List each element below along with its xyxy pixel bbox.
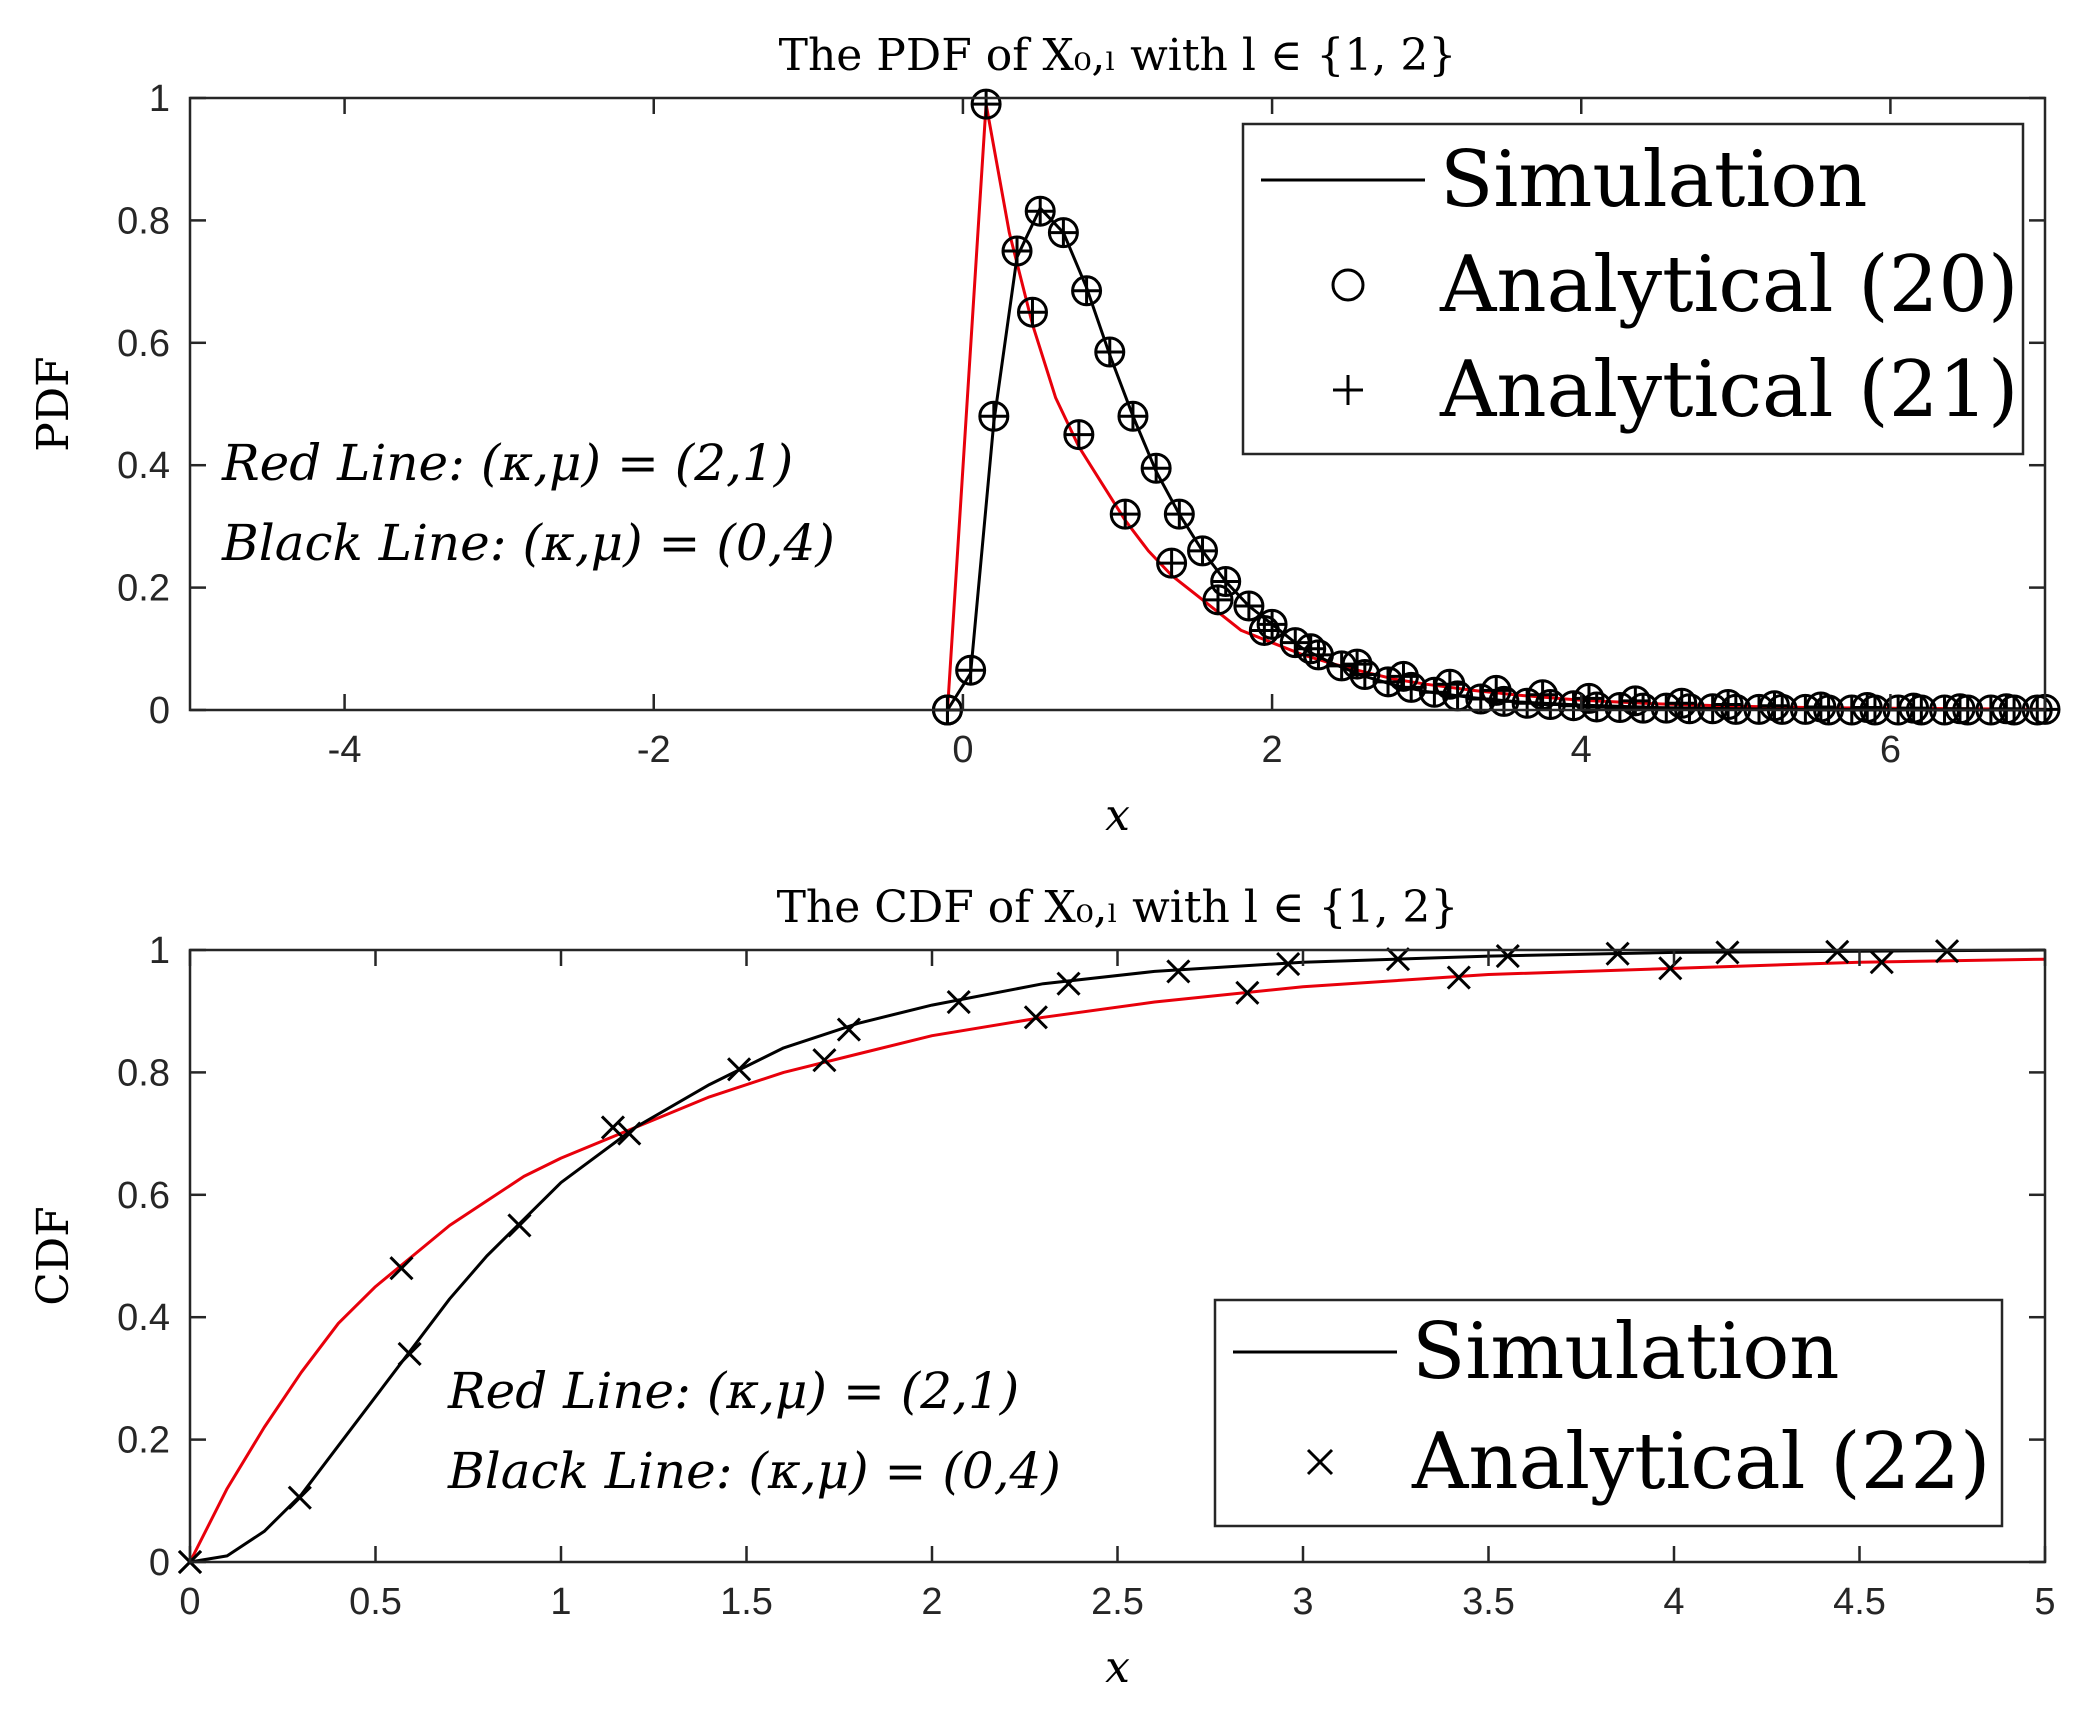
marker-x-b bbox=[397, 1341, 422, 1366]
y-tick-label: 0.6 bbox=[117, 323, 170, 365]
legend-label: Analytical (21) bbox=[1439, 345, 2018, 435]
x-tick-label: 0.5 bbox=[349, 1581, 402, 1623]
y-tick-label: 0 bbox=[149, 690, 170, 732]
x-tick-label: 5 bbox=[2034, 1581, 2055, 1623]
y-tick-label: 1 bbox=[149, 930, 170, 972]
annotation-text: Black Line: (κ,μ) = (0,4) bbox=[447, 1442, 1061, 1500]
marker-x-b bbox=[1235, 980, 1260, 1005]
x-tick-label: 2 bbox=[921, 1581, 942, 1623]
annotation-text: Black Line: (κ,μ) = (0,4) bbox=[221, 514, 835, 572]
y-tick-label: 0.8 bbox=[117, 200, 170, 242]
marker-x-b bbox=[1023, 1005, 1048, 1030]
marker-x-b bbox=[1869, 950, 1894, 975]
plot-area bbox=[931, 88, 2061, 726]
series-line-0 bbox=[946, 102, 2046, 711]
marker-x-b bbox=[287, 1485, 312, 1510]
y-tick-label: 0.2 bbox=[117, 1420, 170, 1462]
y-tick-label: 0.4 bbox=[117, 1297, 170, 1339]
legend-label: Analytical (20) bbox=[1439, 240, 2018, 330]
legend-box bbox=[1213, 1298, 2004, 1528]
legend-label: Analytical (22) bbox=[1411, 1417, 1990, 1507]
marker-x-b bbox=[946, 989, 971, 1015]
axes-box bbox=[188, 96, 2047, 712]
y-tick-label: 0.8 bbox=[117, 1052, 170, 1094]
legend-label: Simulation bbox=[1440, 135, 1868, 225]
marker-x-b bbox=[507, 1213, 532, 1238]
annotation-text: Red Line: (κ,μ) = (2,1) bbox=[221, 434, 793, 492]
legend: Simulation Analytical (20) Analytical (21) bbox=[1241, 122, 2025, 456]
legend-circle-swatch bbox=[1331, 268, 1365, 302]
chart-title: The CDF of X₀,ₗ with l ∈ {1, 2} bbox=[777, 882, 1459, 933]
legend-x-b bbox=[1306, 1448, 1334, 1476]
marker-x-b bbox=[1605, 941, 1630, 966]
legend-label: Simulation bbox=[1412, 1307, 1840, 1397]
marker-x-b bbox=[836, 1017, 861, 1042]
marker-x-b bbox=[1715, 940, 1740, 965]
chart-panel-cdf: The CDF of X₀,ₗ with l ∈ {1, 2} 0 0.5 1 1.5 2… bbox=[28, 882, 2056, 1693]
marker-x-b bbox=[1056, 971, 1081, 996]
marker-x-b bbox=[1166, 959, 1191, 984]
chart-panel-pdf: The PDF of X₀,ₗ with l ∈ {1, 2} -4 -2 0 2 4 6 0… bbox=[28, 30, 2061, 841]
marker-x-b bbox=[617, 1121, 642, 1146]
marker-x-b bbox=[727, 1057, 752, 1082]
marker-x-b bbox=[1825, 939, 1850, 964]
x-tick-label: 0 bbox=[952, 729, 973, 771]
marker-x-b bbox=[389, 1256, 414, 1281]
chart-title: The PDF of X₀,ₗ with l ∈ {1, 2} bbox=[779, 30, 1457, 81]
y-axis-label: CDF bbox=[28, 1206, 79, 1305]
marker-x-b bbox=[600, 1115, 626, 1140]
marker-x-b bbox=[1385, 947, 1411, 972]
x-tick-label: 4.5 bbox=[1833, 1581, 1886, 1623]
x-tick-label: -2 bbox=[637, 729, 671, 771]
x-tick-label: 6 bbox=[1880, 729, 1901, 771]
x-tick-label: 4 bbox=[1571, 729, 1592, 771]
x-tick-label: 2.5 bbox=[1091, 1581, 1144, 1623]
y-tick-label: 1 bbox=[149, 78, 170, 120]
x-tick-label: -4 bbox=[328, 729, 362, 771]
marker-x-b bbox=[1658, 956, 1683, 981]
x-tick-label: 3 bbox=[1292, 1581, 1313, 1623]
plot-area bbox=[177, 939, 2046, 1575]
y-tick-label: 0.4 bbox=[117, 445, 170, 487]
x-tick-label: 2 bbox=[1262, 729, 1283, 771]
y-tick-label: 0.2 bbox=[117, 568, 170, 610]
y-axis-label: PDF bbox=[28, 356, 79, 451]
marker-x-b bbox=[1276, 952, 1301, 977]
charts-container: The PDF of X₀,ₗ with l ∈ {1, 2} -4 -2 0 2 4 6 0… bbox=[28, 30, 2061, 1693]
x-tick-label: 4 bbox=[1663, 1581, 1684, 1623]
x-tick-label: 1 bbox=[550, 1581, 571, 1623]
y-tick-label: 0.6 bbox=[117, 1175, 170, 1217]
annotation-text: Red Line: (κ,μ) = (2,1) bbox=[447, 1362, 1019, 1420]
legend: Simulation Analytical (22) bbox=[1213, 1298, 2004, 1528]
x-axis-label: x bbox=[1105, 790, 1130, 841]
marker-x-b bbox=[812, 1048, 837, 1073]
y-tick-label: 0 bbox=[149, 1542, 170, 1584]
x-tick-label: 3.5 bbox=[1462, 1581, 1515, 1623]
marker-x-b bbox=[1446, 965, 1471, 990]
x-axis-label: x bbox=[1105, 1642, 1130, 1693]
x-tick-label: 0 bbox=[179, 1581, 200, 1623]
x-tick-label: 1.5 bbox=[720, 1581, 773, 1623]
